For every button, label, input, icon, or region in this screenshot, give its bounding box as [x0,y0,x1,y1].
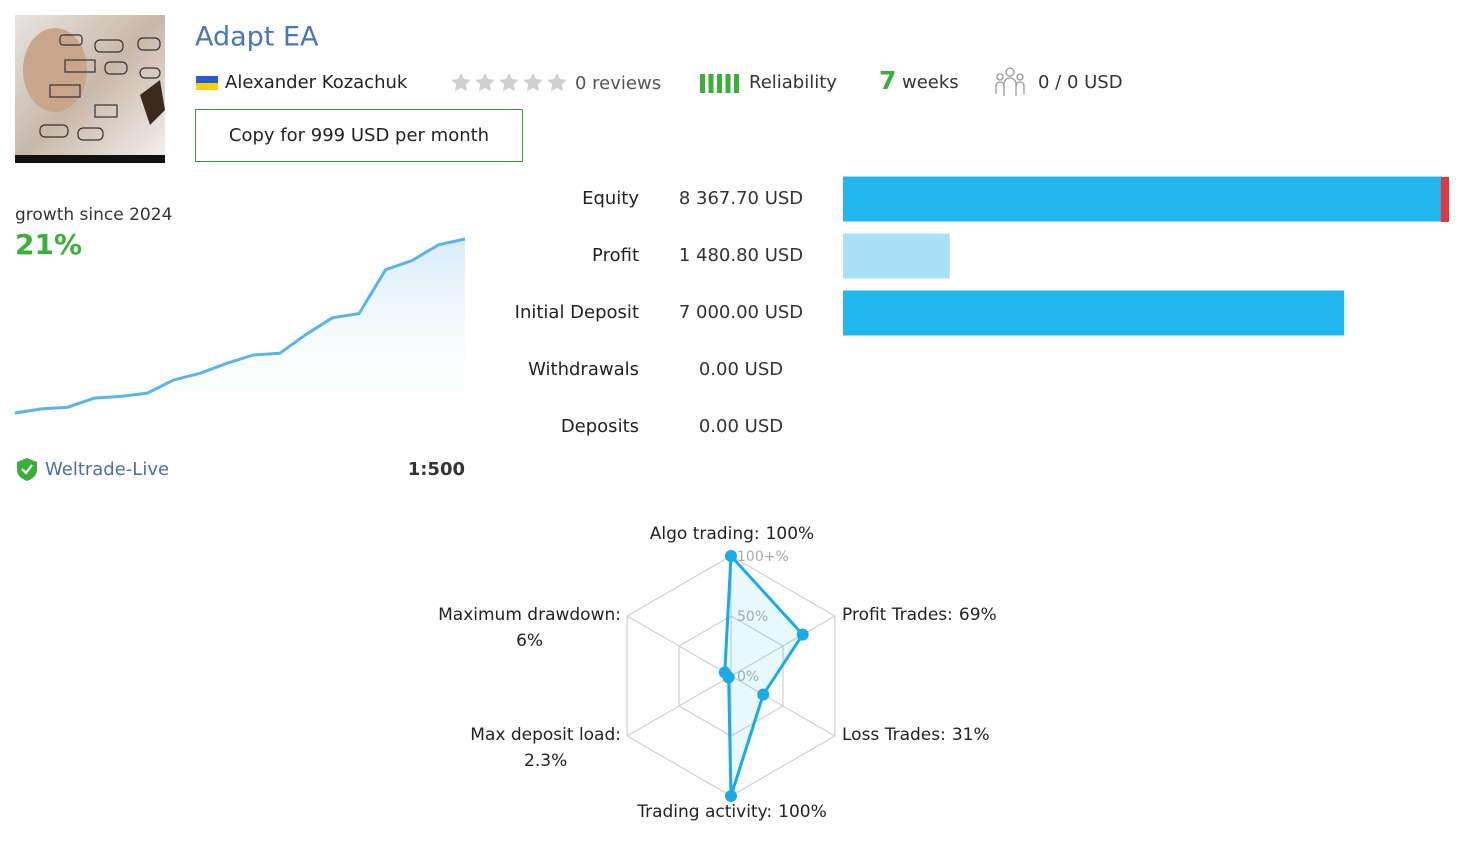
broker[interactable]: Weltrade-Live [45,459,169,480]
radar-label: Algo trading: 100% [650,524,814,544]
balance-amount: 8 367.70 USD [679,188,803,209]
radar-tick-label: 50% [737,609,768,625]
radar-value: 6% [516,631,543,651]
subscribers-icon [995,67,1025,96]
balance-bar [843,290,1345,336]
radar-tick-label: 0% [737,669,759,685]
radar-point [796,628,809,641]
radar-label-name: Trading activity: [636,802,772,822]
balance-amount: 0.00 USD [699,359,783,380]
radar-point [718,666,731,679]
growth-area [15,239,465,430]
radar-label: Loss Trades: 31% [842,725,990,745]
radar-point [757,688,770,701]
radar-chart: 0% 50% 100+% Algo trading: 100% Profit Trades… [438,524,997,822]
balance-amount: 0.00 USD [699,416,783,437]
balance-label: Initial Deposit [515,302,639,323]
signal-title[interactable]: Adapt EA [195,22,319,53]
radar-spoke [626,675,732,737]
avatar [15,15,165,163]
balance-table: Equity 8 367.70 USD Profit 1 480.80 USD Init… [515,176,1449,437]
copy-button-label[interactable]: Copy for 999 USD per month [229,125,489,146]
reviews[interactable]: 0 reviews [575,73,661,94]
radar-spoke [730,675,836,737]
radar-value: 31% [952,725,990,745]
balance-amount: 7 000.00 USD [679,302,803,323]
growth-label: growth since 2024 [15,205,172,225]
radar-spoke [730,615,836,677]
broker-icon [17,458,37,481]
growth-chart [14,237,466,430]
growth-value: 21% [15,228,82,261]
balance-bar [843,176,1442,222]
radar-area [723,554,805,798]
radar-value: 2.3% [524,751,567,771]
reliability-bars [700,74,739,93]
copy-button[interactable]: Copy for 999 USD per month [195,109,523,162]
radar-point [725,550,737,562]
balance-label: Profit [592,245,639,266]
radar-tick-label: 100+% [737,549,789,565]
balance-amount: 1 480.80 USD [679,245,803,266]
balance-label: Equity [582,188,639,209]
radar-value: 100% [778,802,827,822]
reliability: Reliability [749,72,837,93]
weeks-number: 7 [879,66,896,95]
radar-label-name: Profit Trades: [842,605,953,625]
radar-label: Profit Trades: 69% [842,605,997,625]
balance-label: Deposits [561,416,639,437]
subscribers: 0 / 0 USD [1038,72,1123,93]
radar-label: Trading activity: 100% [636,802,827,822]
radar-label-name: Algo trading: [650,524,760,544]
radar-spoke [626,615,732,677]
radar-value: 100% [766,524,815,544]
balance-bar [843,233,950,279]
balance-label: Withdrawals [528,359,639,380]
weeks-label: weeks [902,72,959,93]
leverage: 1:500 [408,459,465,480]
rating-stars [451,73,567,92]
author[interactable]: Alexander Kozachuk [225,72,408,93]
equity-loss-bar [1440,177,1449,222]
radar-label: Maximum drawdown: [438,605,621,625]
flag [196,76,218,90]
growth-line [14,237,466,415]
radar-label: Max deposit load: [470,725,621,745]
radar-point [725,790,737,802]
radar-value: 69% [959,605,997,625]
radar-label-name: Loss Trades: [842,725,946,745]
